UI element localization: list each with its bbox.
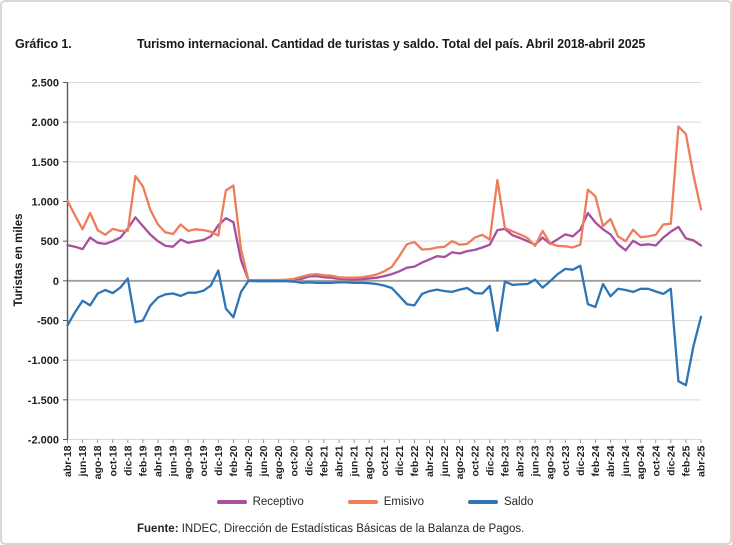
x-tick-label: oct-23 (560, 445, 572, 476)
y-tick-label: -1.000 (28, 355, 59, 367)
x-tick-label: oct-20 (288, 445, 300, 476)
x-tick-label: ago-21 (364, 445, 376, 479)
x-tick-label: dic-23 (575, 445, 587, 476)
legend-swatch-saldo (467, 500, 498, 504)
x-tick-label: feb-19 (137, 445, 149, 476)
legend-label: Saldo (503, 496, 534, 508)
x-tick-label: jun-24 (620, 445, 632, 477)
x-tick-label: abr-19 (153, 445, 165, 477)
page-title: Turismo internacional. Cantidad de turis… (137, 37, 646, 51)
x-tick-label: feb-25 (680, 445, 692, 476)
y-tick-label: 2.000 (31, 117, 59, 129)
x-tick-label: abr-20 (243, 445, 255, 477)
x-tick-label: ago-23 (545, 445, 557, 479)
x-tick-label: dic-19 (213, 445, 225, 476)
x-tick-label: jun-22 (439, 445, 451, 477)
x-tick-label: dic-21 (394, 445, 406, 476)
source-note: Fuente: INDEC, Dirección de Estadísticas… (137, 523, 717, 535)
receptivo-line (66, 211, 703, 282)
x-tick-label: dic-22 (484, 445, 496, 476)
emisivo-line (66, 125, 703, 282)
x-tick-label: ago-19 (183, 445, 195, 479)
x-tick-label: abr-23 (515, 445, 527, 477)
x-tick-label: oct-22 (469, 445, 481, 476)
x-tick-label: ago-22 (454, 445, 466, 479)
y-tick-label: 1.000 (31, 197, 59, 209)
x-tick-label: jun-23 (530, 445, 542, 477)
legend-swatch-receptivo (216, 500, 247, 504)
legend-item-receptivo: Receptivo (216, 496, 304, 508)
x-tick-label: abr-18 (62, 445, 74, 477)
x-tick-label: abr-25 (696, 445, 708, 477)
legend-label: Emisivo (383, 496, 424, 508)
axes (63, 82, 702, 443)
x-tick-label: jun-21 (349, 445, 361, 477)
x-tick-label: oct-21 (379, 445, 391, 476)
x-tick-label: oct-19 (198, 445, 210, 476)
y-tick-label: 0 (53, 276, 59, 288)
x-tick-label: feb-20 (228, 445, 240, 476)
x-tick-label: abr-24 (605, 445, 617, 477)
y-tick-label: 1.500 (31, 157, 59, 169)
x-tick-label: feb-24 (590, 445, 602, 476)
legend-swatch-emisivo (347, 500, 378, 504)
x-tick-label: oct-18 (107, 445, 119, 476)
series-lines (66, 125, 703, 387)
y-tick-label: -1.500 (28, 395, 59, 407)
legend-label: Receptivo (252, 496, 304, 508)
x-tick-label: ago-20 (273, 445, 285, 479)
legend-item-emisivo: Emisivo (347, 496, 424, 508)
x-tick-label: jun-20 (258, 445, 270, 477)
x-tick-label: oct-24 (650, 445, 662, 476)
y-tick-label: -500 (37, 316, 59, 328)
x-tick-label: ago-24 (635, 445, 647, 479)
x-tick-label: dic-24 (665, 445, 677, 476)
y-tick-label: 2.500 (31, 78, 59, 90)
x-tick-label: abr-21 (334, 445, 346, 477)
legend-item-saldo: Saldo (467, 496, 534, 508)
x-tick-label: ago-18 (92, 445, 104, 479)
gridlines (67, 82, 701, 440)
x-tick-label: feb-23 (499, 445, 511, 476)
y-tick-label: 500 (41, 236, 59, 248)
x-tick-label: abr-22 (424, 445, 436, 477)
legend: Receptivo Emisivo Saldo (2, 496, 730, 508)
x-tick-label: feb-22 (409, 445, 421, 476)
x-tick-label: feb-21 (318, 445, 330, 476)
y-axis-title: Turistas en miles (13, 213, 25, 306)
source-label: Fuente: (137, 523, 179, 535)
y-tick-labels: 2.500 2.000 1.500 1.000 500 0 -500 -1.000 -1.500… (28, 78, 59, 447)
x-tick-label: dic-20 (303, 445, 315, 476)
source-text: INDEC, Dirección de Estadísticas Básicas… (178, 523, 525, 535)
y-tick-label: -2.000 (28, 435, 59, 447)
x-tick-label: dic-18 (122, 445, 134, 476)
saldo-line (66, 264, 703, 387)
x-tick-label: jun-18 (77, 445, 89, 477)
figure-number-label: Gráfico 1. (15, 37, 72, 51)
x-tick-label: jun-19 (168, 445, 180, 477)
x-tick-labels: abr-18 jun-18 ago-18 oct-18 dic-18 feb-19 abr-… (62, 445, 708, 479)
